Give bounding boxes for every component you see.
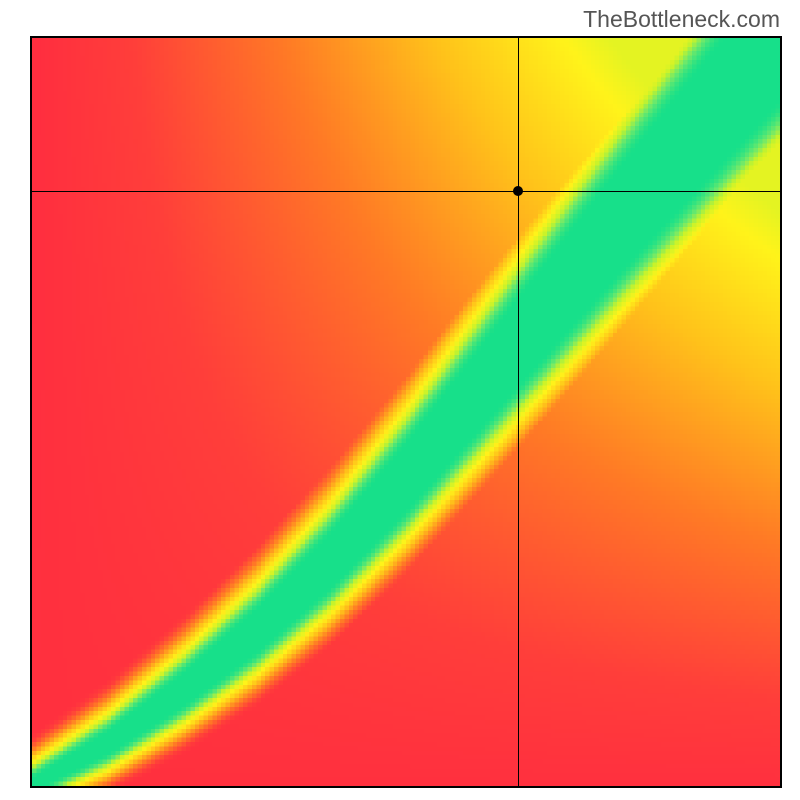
- heatmap-canvas: [32, 38, 780, 786]
- heatmap-plot: [30, 36, 782, 788]
- marker-dot: [513, 186, 523, 196]
- watermark-text: TheBottleneck.com: [583, 6, 780, 33]
- crosshair-horizontal: [32, 191, 780, 192]
- crosshair-vertical: [518, 38, 519, 786]
